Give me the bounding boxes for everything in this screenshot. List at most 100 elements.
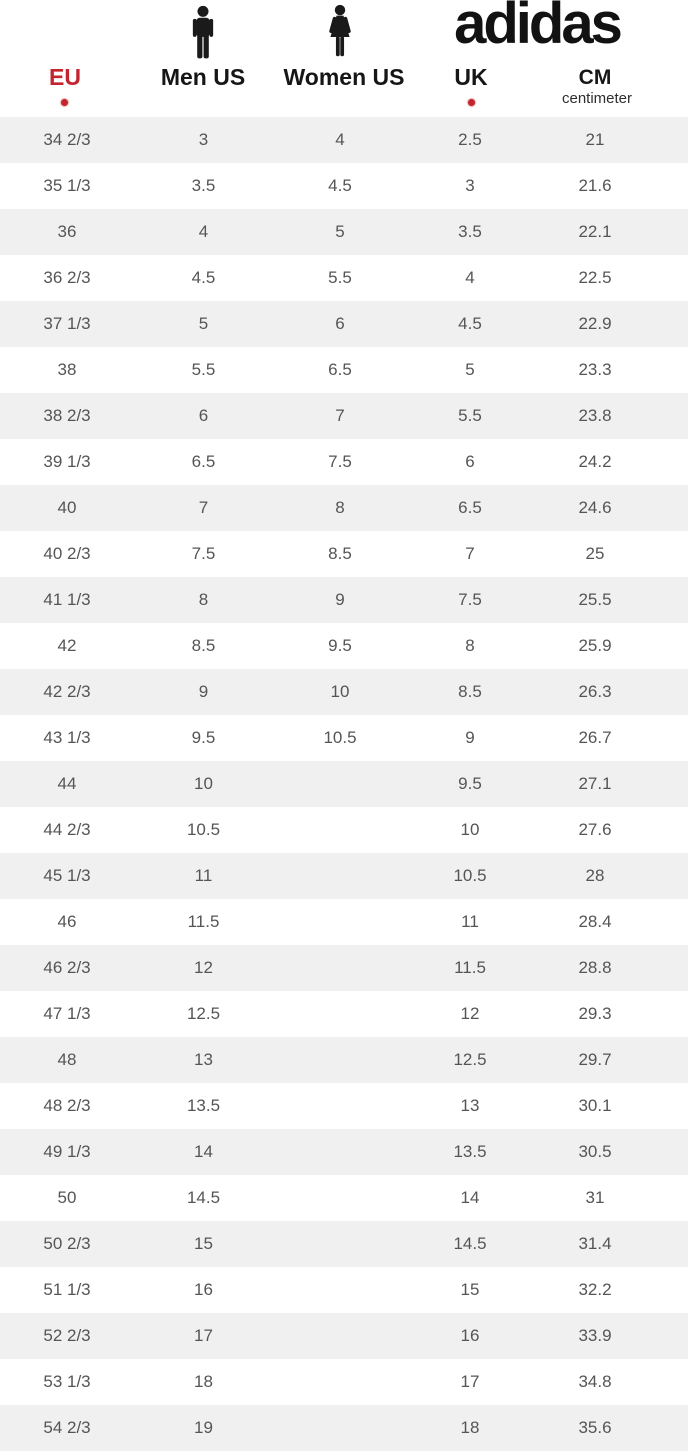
cell-uk: 3: [465, 176, 475, 195]
cell-women-us: 5.5: [328, 268, 352, 287]
table-row: 46 2/3 12 11.5 28.8: [0, 945, 688, 991]
cell-uk: 10: [460, 820, 480, 839]
table-row: 40 7 8 6.5 24.6: [0, 485, 688, 531]
cell-uk: 9: [465, 728, 475, 747]
cell-eu: 53 1/3: [43, 1372, 91, 1391]
cell-women-us: 8.5: [328, 544, 352, 563]
cell-men-us: 19: [194, 1418, 213, 1437]
table-row: 34 2/3 3 4 2.5 21: [0, 117, 688, 163]
table-row: 37 1/3 5 6 4.5 22.9: [0, 301, 688, 347]
cell-women-us: 6: [335, 314, 345, 333]
cell-uk: 13.5: [453, 1142, 487, 1161]
cell-uk: 7.5: [458, 590, 482, 609]
cell-uk: 5.5: [458, 406, 482, 425]
table-row: 53 1/3 18 17 34.8: [0, 1359, 688, 1405]
cell-cm: 23.8: [578, 406, 612, 425]
cell-cm: 24.6: [578, 498, 612, 517]
woman-icon: [321, 4, 359, 62]
cell-cm: 25.9: [578, 636, 612, 655]
cm-sublabel: centimeter: [561, 90, 633, 107]
cell-men-us: 9.5: [191, 728, 216, 747]
table-row: 38 2/3 6 7 5.5 23.8: [0, 393, 688, 439]
cell-eu: 37 1/3: [43, 314, 91, 333]
table-row: 48 2/3 13.5 13 30.1: [0, 1083, 688, 1129]
cell-men-us: 8.5: [191, 636, 216, 655]
cell-eu: 47 1/3: [43, 1004, 91, 1023]
cell-cm: 28.8: [578, 958, 612, 977]
man-icon: [185, 5, 221, 63]
cell-cm: 26.7: [578, 728, 612, 747]
cell-eu: 44: [57, 774, 77, 793]
cell-women-us: 7.5: [328, 452, 352, 471]
cell-men-us: 8: [198, 590, 209, 609]
cell-cm: 27.6: [578, 820, 612, 839]
cell-cm: 21.6: [578, 176, 612, 195]
cell-cm: 28: [585, 866, 605, 885]
cell-men-us: 16: [194, 1280, 213, 1299]
table-row: 50 14.5 14 31: [0, 1175, 688, 1221]
cell-eu: 36: [57, 222, 77, 241]
cell-eu: 40: [57, 498, 77, 517]
cell-uk: 14.5: [453, 1234, 487, 1253]
cell-eu: 46 2/3: [43, 958, 91, 977]
table-row: 43 1/3 9.5 10.5 9 26.7: [0, 715, 688, 761]
table-row: 52 2/3 17 16 33.9: [0, 1313, 688, 1359]
table-row: 49 1/3 14 13.5 30.5: [0, 1129, 688, 1175]
cell-men-us: 6: [198, 406, 209, 425]
cell-eu: 40 2/3: [43, 544, 91, 563]
column-header-cm: CM: [578, 66, 612, 89]
cell-men-us: 5: [198, 314, 209, 333]
cell-uk: 8.5: [458, 682, 482, 701]
cell-uk: 11: [461, 912, 479, 931]
cell-cm: 24.2: [578, 452, 612, 471]
cell-eu: 36 2/3: [43, 268, 91, 287]
cell-cm: 31: [585, 1188, 605, 1207]
table-row: 38 5.5 6.5 5 23.3: [0, 347, 688, 393]
column-header-women-us: Women US: [283, 64, 405, 90]
cell-eu: 48 2/3: [43, 1096, 91, 1115]
table-row: 40 2/3 7.5 8.5 7 25: [0, 531, 688, 577]
cell-men-us: 13.5: [186, 1096, 221, 1115]
cell-eu: 46: [57, 912, 77, 931]
table-row: 44 10 9.5 27.1: [0, 761, 688, 807]
table-row: 50 2/3 15 14.5 31.4: [0, 1221, 688, 1267]
uk-footnote-dot: [468, 99, 475, 106]
cell-uk: 5: [465, 360, 475, 379]
cell-men-us: 11: [194, 866, 213, 885]
cell-men-us: 17: [194, 1326, 213, 1345]
cell-eu: 41 1/3: [43, 590, 91, 609]
cell-eu: 44 2/3: [43, 820, 91, 839]
cell-eu: 42 2/3: [43, 682, 91, 701]
cell-cm: 29.7: [578, 1050, 612, 1069]
cell-men-us: 7: [198, 498, 209, 517]
table-row: 36 2/3 4.5 5.5 4 22.5: [0, 255, 688, 301]
cell-men-us: 3.5: [191, 176, 216, 195]
cell-eu: 51 1/3: [43, 1280, 91, 1299]
cell-cm: 21: [585, 130, 605, 149]
size-table: 34 2/3 3 4 2.5 21 35 1/3 3.5 4.5 3 21.6 …: [0, 117, 688, 1451]
cell-men-us: 18: [194, 1372, 213, 1391]
cell-uk: 16: [460, 1326, 480, 1345]
cell-men-us: 12: [194, 958, 213, 977]
cell-uk: 15: [460, 1280, 480, 1299]
cell-cm: 25.5: [578, 590, 612, 609]
cell-women-us: 9: [335, 590, 345, 609]
cell-eu: 49 1/3: [43, 1142, 91, 1161]
cell-uk: 12.5: [453, 1050, 487, 1069]
cell-uk: 18: [460, 1418, 480, 1437]
cell-uk: 14: [460, 1188, 480, 1207]
cell-cm: 26.3: [578, 682, 612, 701]
table-row: 44 2/3 10.5 10 27.6: [0, 807, 688, 853]
cell-uk: 4: [465, 268, 475, 287]
cell-men-us: 4.5: [191, 268, 216, 287]
cell-uk: 6: [465, 452, 475, 471]
table-row: 47 1/3 12.5 12 29.3: [0, 991, 688, 1037]
cell-men-us: 4: [198, 222, 209, 241]
table-row: 54 2/3 19 18 35.6: [0, 1405, 688, 1451]
cell-eu: 54 2/3: [43, 1418, 91, 1437]
table-row: 48 13 12.5 29.7: [0, 1037, 688, 1083]
cell-women-us: 7: [335, 406, 345, 425]
cell-cm: 30.5: [578, 1142, 612, 1161]
cell-cm: 22.5: [578, 268, 612, 287]
